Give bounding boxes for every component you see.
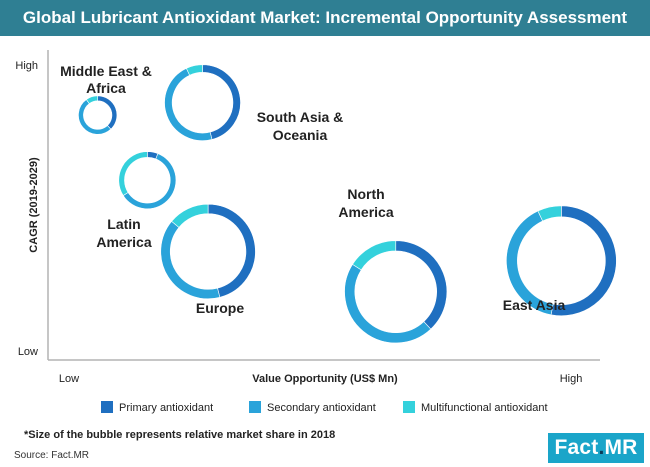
bubble-label: Africa — [86, 80, 126, 96]
legend-swatch-primary — [101, 401, 113, 413]
bubble-label: South Asia & — [257, 109, 344, 125]
bubble-label: America — [96, 234, 151, 250]
chart-title: Global Lubricant Antioxidant Market: Inc… — [0, 0, 650, 36]
bubble-label: Europe — [196, 300, 244, 316]
legend-label-secondary: Secondary antioxidant — [267, 402, 376, 414]
donut-segment-primary — [207, 203, 256, 298]
donut-segment-primary — [97, 95, 118, 130]
donut-segment-secondary — [344, 263, 432, 344]
donut-segment-secondary — [160, 220, 221, 300]
donut-segment-multifunctional — [85, 95, 98, 104]
donut-segment-primary — [202, 64, 241, 140]
donut-segment-multifunctional — [186, 64, 203, 76]
donut-segment-multifunctional — [352, 240, 397, 271]
legend-swatch-secondary — [249, 401, 261, 413]
legend-label-primary: Primary antioxidant — [119, 402, 213, 414]
bubble-label: America — [338, 204, 393, 220]
y-axis-label: CAGR (2019-2029) — [28, 157, 40, 253]
bubble-size-footnote: *Size of the bubble represents relative … — [24, 429, 336, 441]
bubble-label: East Asia — [503, 297, 566, 313]
x-tick-low: Low — [59, 373, 79, 385]
donut-segment-multifunctional — [171, 203, 209, 228]
bubble-label: Latin — [107, 216, 140, 232]
x-tick-high: High — [560, 373, 583, 385]
donut-segment-secondary — [164, 67, 213, 141]
legend-label-multifunctional: Multifunctional antioxidant — [421, 402, 548, 414]
donut-segment-secondary — [78, 99, 112, 135]
donut-segment-multifunctional — [537, 205, 562, 222]
bubble-label: Oceania — [273, 127, 328, 143]
source-note: Source: Fact.MR — [14, 450, 90, 461]
bubble-label: Middle East & — [60, 63, 152, 79]
bubble-label: North — [347, 186, 384, 202]
legend-swatch-multifunctional — [403, 401, 415, 413]
y-tick-low: Low — [18, 346, 38, 358]
donut-segment-primary — [395, 240, 448, 330]
y-tick-high: High — [15, 60, 38, 72]
x-axis-label: Value Opportunity (US$ Mn) — [252, 373, 398, 385]
factmr-logo: Fact. MR — [548, 433, 644, 463]
donut-segment-multifunctional — [118, 151, 148, 196]
